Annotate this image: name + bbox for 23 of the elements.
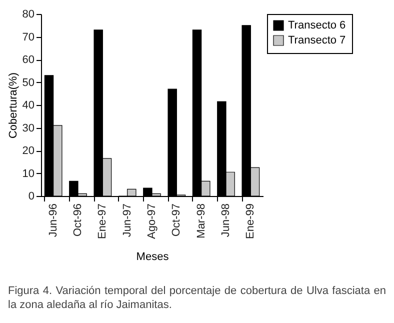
y-tick-label: 20 xyxy=(22,145,34,157)
x-tick-label: Mar-98 xyxy=(195,204,208,238)
x-tick-label: Jun-96 xyxy=(47,204,60,238)
legend-label: Transecto 7 xyxy=(288,34,346,46)
y-tick-label: 10 xyxy=(22,168,34,180)
x-tick-label: Jun-98 xyxy=(220,204,232,238)
y-tick-label: 0 xyxy=(28,190,34,202)
x-tick-label: Ene-99 xyxy=(244,204,257,239)
y-tick-label: 80 xyxy=(22,8,34,20)
x-tick-label: Oct-96 xyxy=(72,204,84,237)
x-tick-label: Ago-97 xyxy=(146,204,158,239)
y-tick-label: 60 xyxy=(22,54,34,66)
y-tick-label: 70 xyxy=(22,31,34,44)
text: Figura 4. Variación temporal del porcentaje de cobertura de Ulva fasciata en la zona aledaña al río Jaimanitas. xyxy=(8,284,386,313)
legend-label: Transecto 6 xyxy=(288,20,346,32)
x-axis-title: Meses xyxy=(136,250,170,263)
x-tick-label: Jun-97 xyxy=(121,204,134,238)
y-tick-label: 40 xyxy=(22,100,34,112)
y-axis-title: Cobertura(%) xyxy=(7,72,20,139)
x-tick-label: Ene-97 xyxy=(96,204,109,239)
y-tick-label: 30 xyxy=(22,122,34,134)
x-tick-label: Oct-97 xyxy=(170,204,183,237)
y-tick-label: 50 xyxy=(22,76,34,89)
